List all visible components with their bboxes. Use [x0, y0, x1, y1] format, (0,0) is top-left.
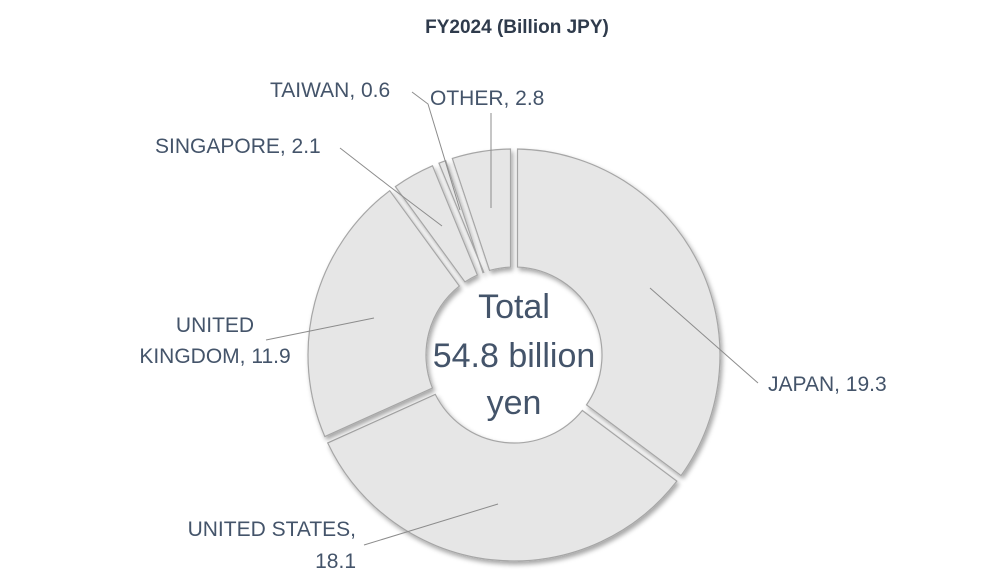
center-label-line-2: 54.8 billion — [433, 337, 596, 375]
slice-united-states — [326, 393, 678, 562]
chart-title: FY2024 (Billion JPY) — [425, 17, 609, 38]
label-singapore: SINGAPORE, 2.1 — [155, 135, 321, 158]
leader-united-kingdom — [265, 317, 375, 341]
donut-slices — [307, 148, 721, 562]
slice-singapore — [394, 165, 479, 283]
slice-united-kingdom — [307, 189, 461, 438]
label-united-kingdom-line-1: UNITED — [176, 314, 254, 337]
center-label: Total 54.8 billion yen — [433, 288, 596, 422]
slice-other — [451, 148, 512, 272]
label-united-kingdom-line-2: KINGDOM, 11.9 — [139, 345, 290, 368]
label-japan: JAPAN, 19.3 — [768, 373, 887, 396]
center-label-line-3: yen — [487, 384, 542, 422]
leader-japan — [649, 287, 759, 384]
slice-japan — [516, 148, 721, 477]
label-united-states-line-2: 18.1 — [315, 550, 356, 573]
leader-singapore — [339, 147, 443, 227]
slice-labels: JAPAN, 19.3 UNITED STATES, 18.1 UNITED KINGD… — [139, 79, 886, 573]
label-taiwan: TAIWAN, 0.6 — [270, 79, 390, 102]
label-united-states-line-1: UNITED STATES, — [188, 518, 356, 541]
leader-lines — [265, 91, 759, 546]
leader-united-states — [363, 503, 499, 546]
label-other: OTHER, 2.8 — [430, 87, 544, 110]
center-label-line-1: Total — [478, 288, 550, 326]
leader-taiwan — [411, 91, 461, 211]
slice-taiwan — [438, 159, 485, 274]
